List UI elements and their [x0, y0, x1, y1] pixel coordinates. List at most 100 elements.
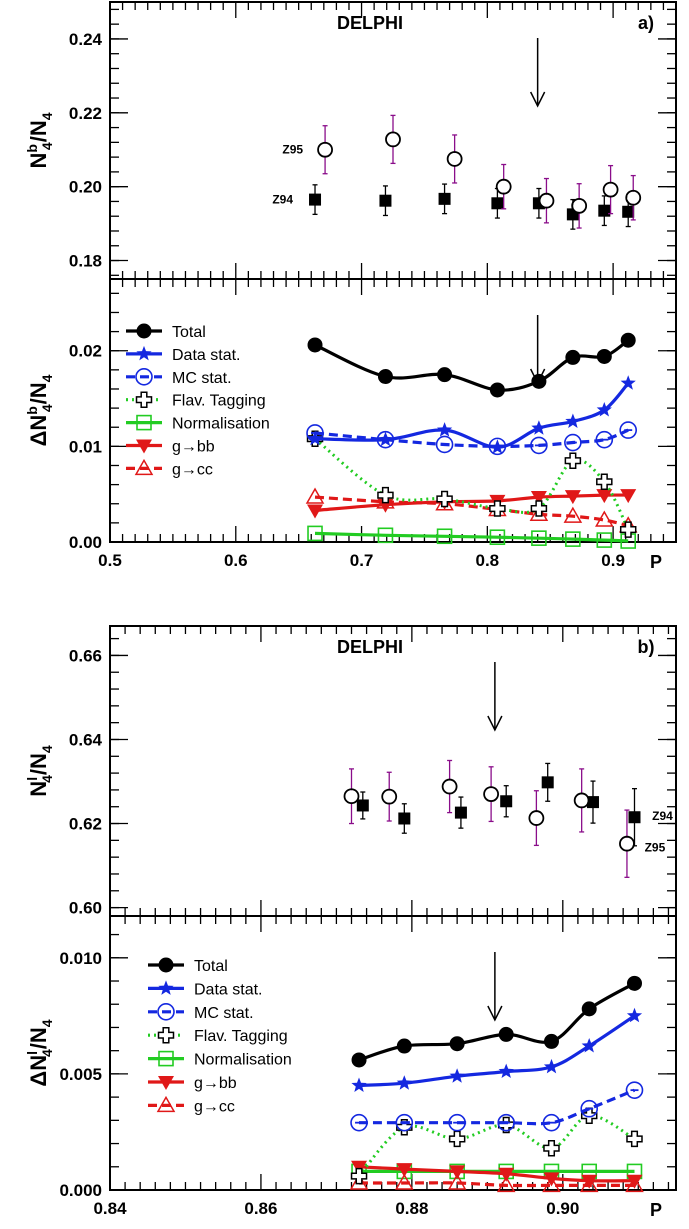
legend-label: Flav. Tagging — [194, 1028, 288, 1045]
data-point — [620, 489, 637, 504]
data-point — [349, 1173, 369, 1190]
chart-title: DELPHI — [337, 13, 403, 33]
data-point — [396, 1075, 412, 1090]
data-point — [622, 205, 635, 218]
data-point — [483, 786, 500, 803]
series-Data stat. — [307, 375, 636, 454]
data-point — [356, 799, 369, 812]
y-tick-label: 0.010 — [59, 949, 102, 968]
y-tick-label: 0.02 — [69, 342, 102, 361]
series-label: Z95 — [282, 143, 303, 157]
data-point — [489, 439, 505, 454]
y-axis: 0.60 0.62 0.64 0.66 — [69, 637, 676, 918]
y-tick-label: 0.60 — [69, 899, 102, 918]
x-axis — [109, 2, 677, 279]
data-point — [596, 473, 613, 490]
data-point — [531, 420, 547, 435]
legend-marker — [136, 345, 152, 361]
y-tick-label: 0.62 — [69, 815, 102, 834]
series-Z94: Z94 — [356, 762, 673, 847]
data-point — [626, 1130, 643, 1148]
y-tick-label: 0.20 — [69, 178, 102, 197]
data-point — [595, 430, 614, 449]
series-line — [359, 1181, 635, 1188]
panel-a-top: 0.18 0.20 0.22 0.24 DELPHI a) Z94 Z95 — [69, 1, 677, 280]
data-point — [446, 151, 463, 167]
y-tick-label: 0.000 — [59, 1181, 102, 1200]
data-point — [449, 1036, 465, 1052]
data-point — [377, 369, 393, 385]
legend-label: Normalisation — [194, 1052, 292, 1069]
data-point — [454, 806, 467, 819]
legend-marker — [158, 980, 174, 995]
legend-marker — [136, 323, 152, 339]
legend-item: g→cc — [148, 1095, 235, 1115]
data-point — [377, 527, 394, 544]
data-point — [498, 1026, 514, 1042]
data-point — [351, 1052, 367, 1068]
y-axis-label: Nb4/N4 — [24, 112, 55, 168]
data-point — [381, 788, 398, 805]
legend-label: g→bb — [194, 1075, 237, 1092]
legend-label: MC stat. — [172, 370, 232, 387]
series-line — [314, 493, 629, 512]
legend-marker — [158, 957, 174, 973]
legend-marker — [134, 458, 154, 476]
data-point — [602, 181, 619, 198]
legend-item: g→cc — [126, 458, 213, 478]
legend-item: Normalisation — [148, 1050, 292, 1069]
panel-b-top: 0.60 0.62 0.64 0.66 DELPHI b) Z94 Z95 — [69, 625, 677, 918]
data-point — [438, 192, 451, 205]
data-point — [598, 204, 611, 217]
data-point — [305, 487, 325, 504]
legend-item: Total — [126, 323, 206, 341]
data-point — [447, 1173, 467, 1190]
x-axis-label: P — [650, 1200, 662, 1220]
data-point — [350, 1167, 368, 1185]
series-Z95: Z95 — [282, 114, 642, 229]
data-point — [449, 1165, 466, 1180]
legend-marker — [157, 1002, 175, 1021]
chart-title: DELPHI — [337, 637, 403, 657]
series-MC stat. — [350, 1081, 644, 1132]
data-point — [498, 1063, 514, 1078]
y-axis: 0.000 0.005 0.010 — [59, 933, 676, 1200]
data-point — [581, 1001, 597, 1017]
data-point — [498, 1167, 515, 1182]
legend-marker — [158, 1050, 174, 1067]
y-tick-label: 0.22 — [69, 104, 102, 123]
data-point — [564, 452, 582, 469]
series-g→bb — [307, 489, 637, 519]
legend-marker — [135, 367, 153, 386]
y-tick-label: 0.66 — [69, 646, 102, 665]
data-point — [495, 178, 512, 195]
panel-b-bottom: 0.000 0.005 0.010 0.84 0.86 0.88 0.90 P Total Dat… — [59, 915, 677, 1220]
data-point — [564, 433, 582, 452]
data-point — [626, 1007, 643, 1023]
x-tick-label: 0.7 — [350, 551, 374, 570]
data-point — [571, 197, 588, 214]
series-Z95: Z95 — [343, 759, 666, 878]
x-tick-label: 0.88 — [395, 1199, 428, 1218]
data-point — [435, 435, 454, 454]
data-point — [565, 413, 581, 428]
data-point — [620, 332, 636, 348]
legend-item: Flav. Tagging — [126, 391, 266, 410]
data-point — [543, 1033, 559, 1049]
y-tick-label: 0.18 — [69, 252, 102, 271]
series-Z94: Z94 — [272, 183, 635, 230]
data-point — [436, 528, 453, 545]
x-axis — [109, 626, 670, 916]
series-Normalisation — [351, 1163, 643, 1180]
legend-marker — [136, 439, 152, 454]
x-tick-label: 0.6 — [224, 551, 248, 570]
data-point — [595, 510, 614, 527]
data-point — [449, 1068, 465, 1083]
data-point — [489, 382, 505, 398]
data-point — [596, 348, 612, 364]
arrow-marker — [529, 38, 546, 108]
y-axis-label: Nl4/N4 — [24, 745, 55, 797]
y-tick-label: 0.64 — [69, 730, 103, 749]
series-Total — [307, 332, 636, 398]
legend-marker — [136, 414, 152, 431]
